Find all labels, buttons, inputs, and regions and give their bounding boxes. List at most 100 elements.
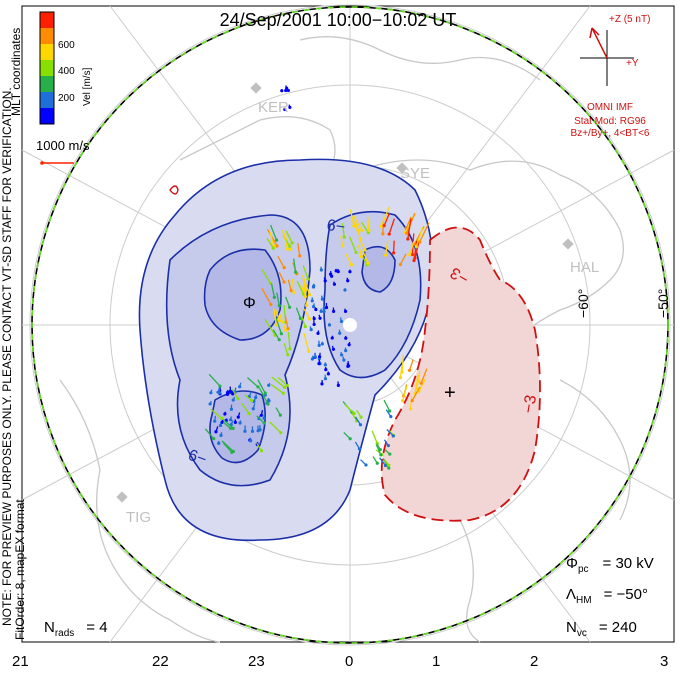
velocity-vector (270, 283, 275, 298)
velocity-vector-origin (286, 353, 290, 357)
velocity-vector (204, 428, 215, 440)
mlt-tick: 0 (345, 653, 353, 670)
mlt-tick: 21 (12, 653, 29, 670)
lat-label-50: −50° (655, 289, 671, 318)
velocity-vector-origin (277, 319, 282, 323)
velocity-vector (301, 316, 306, 327)
velocity-vector-origin (320, 382, 324, 386)
velocity-vector-origin (236, 415, 240, 419)
velocity-vector (411, 386, 421, 401)
imf-source: OMNI IMF (587, 102, 633, 113)
velocity-vector (269, 421, 282, 434)
svg-text:ΛHM= −50°: ΛHM = −50° (566, 586, 648, 606)
stat-nrads-value: = 4 (86, 619, 107, 636)
velocity-vector-origin (392, 251, 396, 255)
velocity-vector-origin (249, 439, 253, 443)
velocity-vector (264, 318, 276, 336)
velocity-vector (409, 396, 413, 409)
velocity-vector-origin (319, 309, 323, 314)
preview-note: NOTE: FOR PREVIEW PURPOSES ONLY. PLEASE … (0, 87, 14, 626)
velocity-vector-origin (358, 237, 362, 241)
velocity-vector-origin (282, 385, 287, 389)
stat-lambda-value: = −50° (604, 586, 648, 603)
mlt-tick: 1 (432, 653, 440, 670)
velocity-vector-origin (406, 237, 410, 241)
lat-label-60: −60° (575, 289, 591, 318)
velocity-vector-origin (419, 381, 423, 385)
velocity-vector-origin (375, 461, 379, 465)
velocity-vector-origin (342, 235, 346, 239)
velocity-vector (277, 377, 288, 387)
velocity-vector (285, 296, 291, 308)
velocity-vector (375, 444, 382, 456)
velocity-vector-origin (349, 263, 354, 267)
station-tig: TIG (126, 509, 151, 526)
velocity-vector (241, 402, 250, 415)
velocity-vector-origin (412, 258, 416, 263)
velocity-vector-origin (266, 402, 270, 406)
velocity-vector-origin (213, 419, 217, 423)
velocity-vector-origin (282, 266, 286, 270)
velocity-vector-origin (308, 293, 312, 297)
velocity-vector-origin (388, 452, 392, 456)
velocity-vector-origin (251, 407, 255, 411)
velocity-vector-origin (285, 383, 289, 388)
velocity-vector-origin (348, 270, 352, 274)
velocity-vector-origin (317, 343, 321, 347)
velocity-vector (276, 292, 280, 306)
velocity-vector-origin (398, 375, 403, 380)
velocity-vector (296, 280, 305, 295)
contour-label: −9 (326, 215, 347, 235)
velocity-vector (353, 215, 363, 231)
velocity-vector (418, 378, 427, 392)
velocity-vector (284, 315, 289, 329)
velocity-vector (303, 308, 311, 320)
velocity-vector-origin (285, 86, 289, 90)
contour-pos-small (169, 185, 179, 195)
velocity-vector-origin (317, 362, 321, 366)
velocity-vector-origin (357, 447, 362, 451)
velocity-vector-origin (379, 224, 383, 228)
velocity-vector (383, 399, 391, 412)
velocity-vector (414, 242, 420, 259)
velocity-vector-origin (243, 429, 247, 433)
velocity-vector-origin (344, 336, 348, 340)
velocity-vector-origin (212, 437, 216, 441)
velocity-vector-origin (318, 316, 322, 320)
stat-nvc-symbol: N (566, 619, 577, 636)
imf-vector (591, 27, 608, 59)
velocity-vector (283, 343, 289, 355)
stat-nvc: Nvc = 240 (566, 619, 637, 639)
fit-order-note: FitOrder: 8, mapEX format (13, 499, 27, 640)
velocity-vector (392, 240, 395, 253)
imf-y-label: +Y (626, 58, 639, 69)
velocity-vector-origin (343, 309, 348, 313)
coastline-siberia (59, 379, 221, 643)
velocity-vector (413, 240, 418, 261)
velocity-vector (231, 388, 239, 400)
velocity-vector-origin (338, 331, 342, 335)
velocity-vector-origin (308, 317, 312, 321)
scale-vector-label: 1000 m/s (36, 138, 90, 153)
velocity-vector-origin (280, 89, 284, 93)
coastline-north (299, 36, 541, 81)
velocity-vector-origin (277, 304, 281, 308)
stat-phi-subscript: pc (578, 564, 589, 575)
velocity-vector-origin (363, 248, 367, 252)
velocity-vector-origin (231, 398, 235, 402)
velocity-vector (282, 229, 289, 250)
station-tig-marker (116, 491, 128, 503)
station-sye: SYE (400, 165, 430, 182)
colorbar-tick-400: 400 (58, 66, 75, 77)
velocity-vector-origin (358, 423, 363, 427)
velocity-vector-origin (367, 228, 371, 232)
velocity-vector-origin (231, 426, 235, 430)
stat-phi-symbol: Φ (566, 555, 578, 572)
stat-lambda-symbol: Λ (566, 586, 576, 603)
velocity-vector-origin (359, 415, 363, 419)
velocity-vector-origin (387, 232, 391, 236)
velocity-vector-origin (359, 254, 363, 259)
mlt-tick: 23 (248, 653, 265, 670)
contour-neg-core-a (203, 248, 282, 341)
